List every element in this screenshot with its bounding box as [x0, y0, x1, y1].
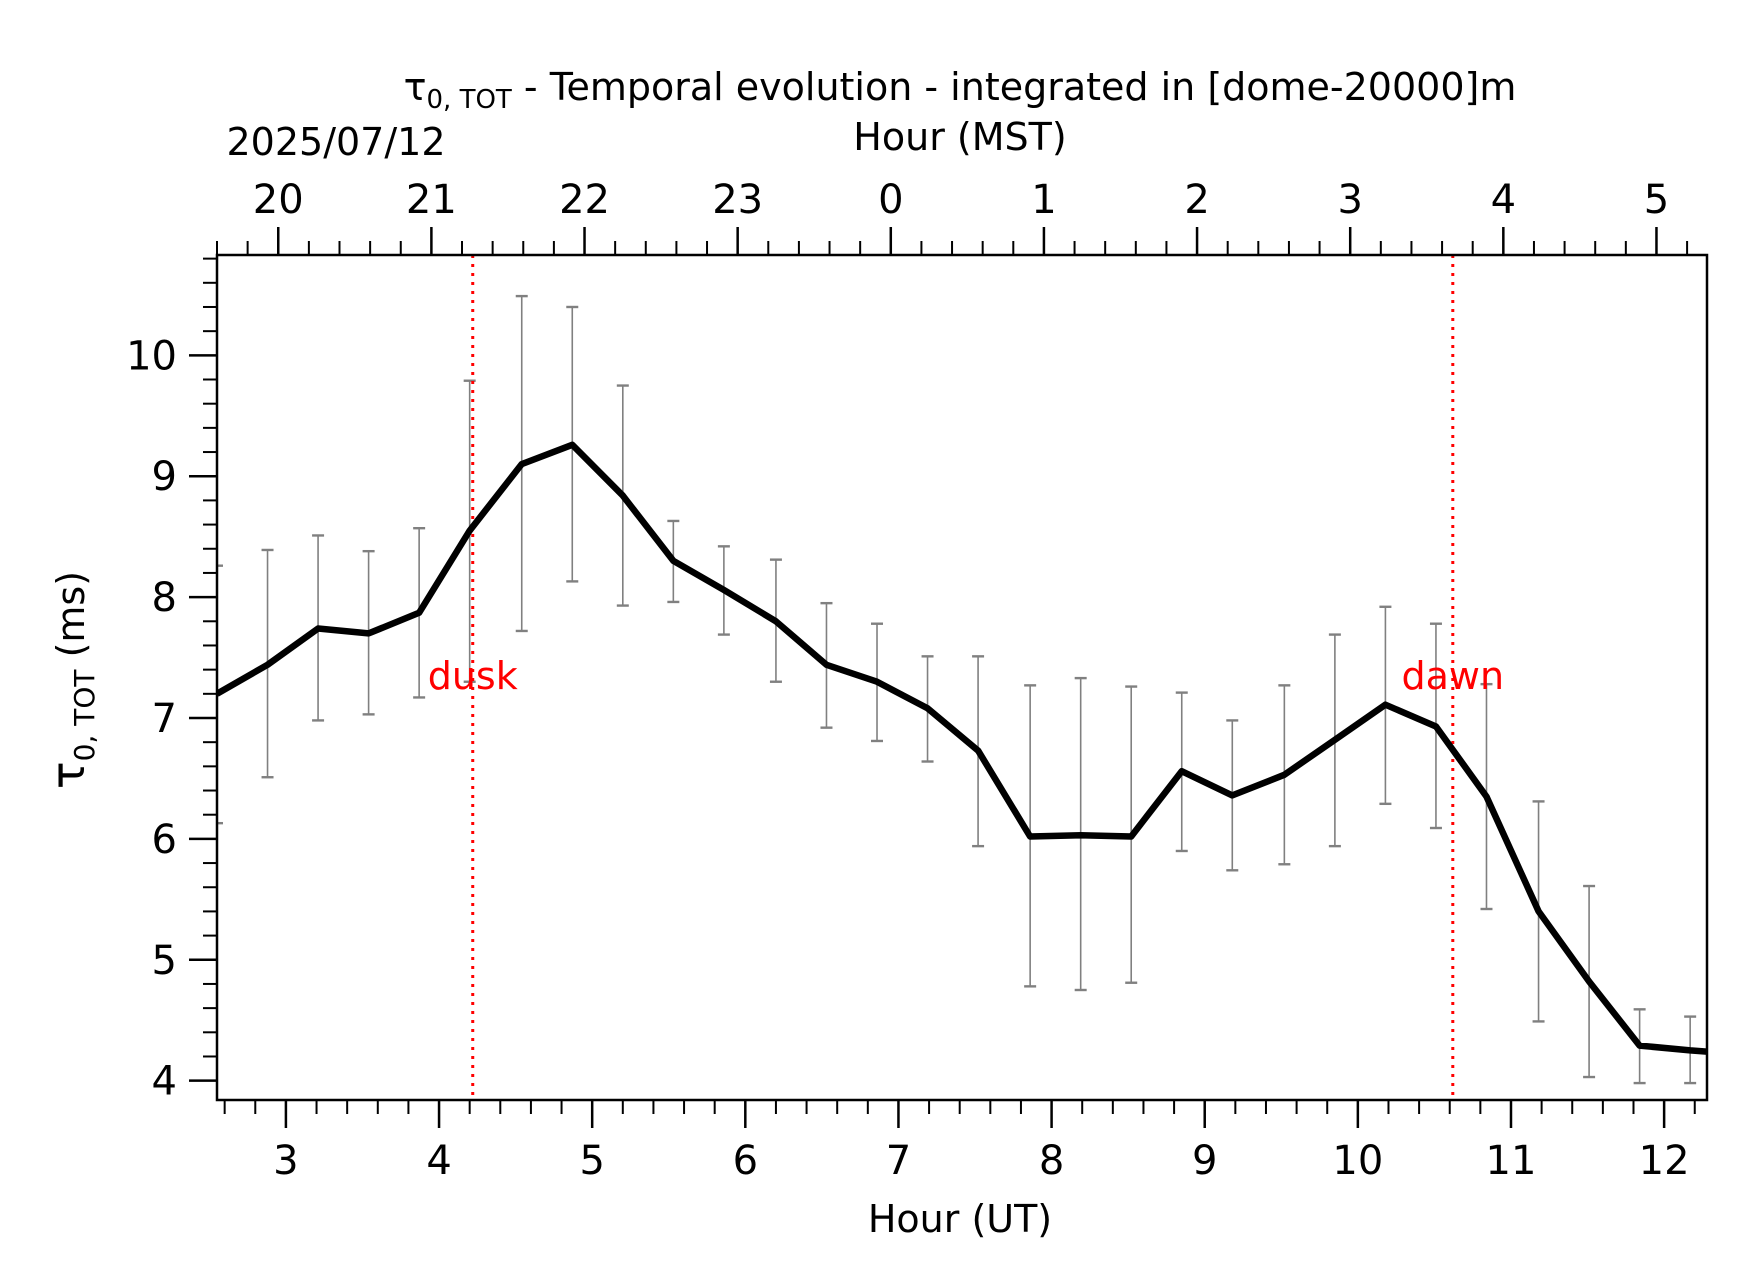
top-tick-label: 4	[1491, 177, 1516, 223]
top-axis-label: Hour (MST)	[853, 115, 1066, 159]
title-rest: - Temporal evolution - integrated in [do…	[512, 65, 1517, 109]
top-tick-label: 1	[1031, 177, 1056, 223]
ylabel-tau-symbol: τ	[41, 761, 95, 789]
bottom-axis-label: Hour (UT)	[868, 1197, 1052, 1241]
marker-label-dusk: dusk	[428, 654, 518, 698]
y-axis-label: τ0, TOT (ms)	[41, 571, 101, 789]
plot-frame	[215, 253, 1709, 1102]
ylabel-rest: (ms)	[49, 571, 93, 670]
y-tick-label: 4	[152, 1059, 177, 1105]
x-tick-label: 7	[886, 1138, 911, 1184]
x-tick-label: 12	[1639, 1138, 1690, 1184]
x-tick-label: 9	[1192, 1138, 1217, 1184]
marker-label-dawn: dawn	[1402, 654, 1505, 698]
x-tick-label: 8	[1039, 1138, 1064, 1184]
x-tick-label: 5	[579, 1138, 604, 1184]
title-tau-symbol: τ	[404, 65, 427, 109]
x-tick-label: 6	[733, 1138, 758, 1184]
top-tick-label: 22	[559, 177, 610, 223]
top-tick-label: 20	[253, 177, 304, 223]
y-tick-label: 8	[152, 575, 177, 621]
y-tick-label: 6	[152, 817, 177, 863]
x-tick-label: 11	[1486, 1138, 1537, 1184]
x-tick-label: 4	[426, 1138, 451, 1184]
y-tick-label: 7	[152, 696, 177, 742]
ylabel-subscript: 0, TOT	[68, 669, 101, 762]
x-tick-label: 10	[1332, 1138, 1383, 1184]
date-label: 2025/07/12	[226, 120, 445, 164]
title-subscript: 0, TOT	[427, 85, 512, 115]
top-tick-label: 0	[878, 177, 903, 223]
y-tick-label: 5	[152, 938, 177, 984]
chart-title: τ0, TOT - Temporal evolution - integrate…	[404, 65, 1517, 115]
y-axis-label-text: τ0, TOT (ms)	[41, 571, 101, 789]
top-tick-label: 3	[1337, 177, 1362, 223]
series-line	[217, 441, 1707, 1055]
top-tick-label: 5	[1644, 177, 1669, 223]
top-tick-label: 21	[406, 177, 457, 223]
top-tick-label: 23	[712, 177, 763, 223]
top-tick-label: 2	[1184, 177, 1209, 223]
x-tick-label: 3	[273, 1138, 298, 1184]
y-tick-label: 10	[126, 333, 177, 379]
chart-title-text: τ0, TOT - Temporal evolution - integrate…	[404, 65, 1517, 115]
y-tick-label: 9	[152, 454, 177, 500]
